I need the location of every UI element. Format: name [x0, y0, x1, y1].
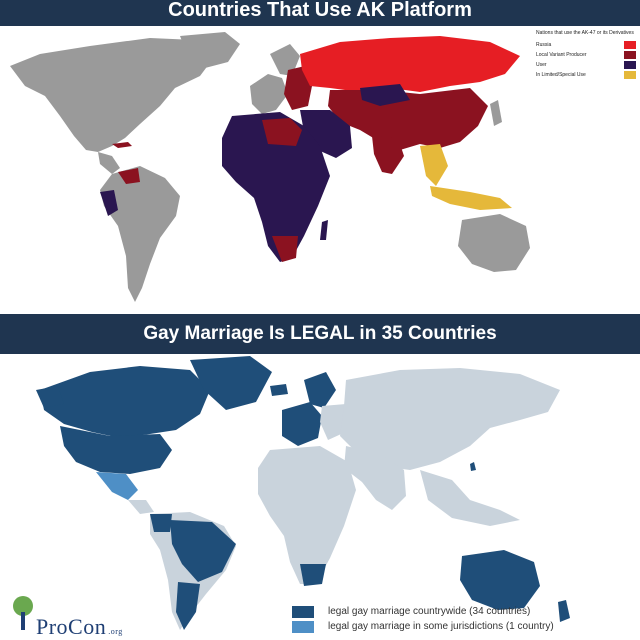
western-europe-shape [250, 74, 288, 114]
legend-label: Russia [536, 42, 552, 48]
peru-shape [100, 190, 118, 216]
central-america-shape [98, 152, 120, 174]
procon-logo: ProCon .org [6, 592, 166, 639]
gay-marriage-world-map [36, 356, 570, 630]
greenland-shape [180, 32, 240, 68]
north-america-shape [10, 38, 215, 152]
asia-producer-shape [328, 88, 488, 150]
middle-east-india-shape [344, 446, 406, 510]
japan-shape [490, 100, 502, 126]
western-europe-shape [282, 402, 322, 446]
madagascar-shape [320, 220, 328, 240]
legend-swatch-some-jurisdictions [292, 620, 314, 633]
legend-row-limited: In Limited/Special Use [536, 70, 636, 80]
usa-shape [60, 426, 172, 474]
australia-shape [458, 214, 530, 272]
legend-swatch-producer [624, 51, 636, 59]
australia-shape [460, 550, 540, 610]
scandinavia-shape [270, 44, 300, 76]
russia-asia-shape [340, 368, 560, 470]
legend-label: Local Variant Producer [536, 52, 587, 58]
legend-label: legal gay marriage countrywide (34 count… [328, 606, 531, 617]
africa-shape [258, 446, 356, 584]
north-africa-producer-shape [262, 118, 302, 146]
new-zealand-shape [558, 600, 570, 622]
se-asia-shape [420, 470, 520, 526]
canada-shape [40, 366, 210, 438]
legend-swatch-countrywide [292, 605, 314, 618]
legend-label: User [536, 62, 547, 68]
africa-shape [222, 112, 330, 262]
russia-shape [300, 36, 520, 92]
central-america-shape [128, 500, 154, 514]
gay-marriage-legend: legal gay marriage countrywide (34 count… [292, 604, 554, 634]
mexico-shape [96, 472, 138, 500]
se-asia-shape [420, 144, 448, 186]
ak-map-legend: Nations that use the AK-47 or its Deriva… [536, 30, 636, 80]
venezuela-shape [118, 168, 140, 184]
cuba-shape [112, 142, 132, 148]
legend-row-some-jurisdictions: legal gay marriage in some jurisdictions… [292, 619, 554, 634]
middle-east-shape [300, 110, 352, 158]
taiwan-shape [470, 462, 476, 471]
greenland-shape [190, 356, 272, 410]
legend-row-producer: Local Variant Producer [536, 50, 636, 60]
ak-platform-map-panel: Countries That Use AK Platform [0, 0, 640, 310]
legend-swatch-limited [624, 71, 636, 79]
legend-row-countrywide: legal gay marriage countrywide (34 count… [292, 604, 554, 619]
southern-cone-shape [176, 582, 200, 630]
legend-swatch-user [624, 61, 636, 69]
indonesia-shape [430, 186, 512, 210]
south-africa-shape [300, 564, 326, 586]
scandinavia-shape [304, 372, 336, 408]
legend-row-user: User [536, 60, 636, 70]
ak-world-map [10, 32, 530, 302]
alaska-shape [36, 386, 64, 408]
ak-map-title: Countries That Use AK Platform [0, 0, 640, 26]
legend-swatch-russia [624, 41, 636, 49]
eastern-europe-shape [284, 66, 312, 110]
legend-label: In Limited/Special Use [536, 72, 586, 78]
legend-label: legal gay marriage in some jurisdictions… [328, 621, 554, 632]
legend-row-russia: Russia [536, 40, 636, 50]
colombia-shape [150, 514, 172, 532]
south-america-shape [100, 166, 180, 302]
iceland-shape [270, 384, 288, 396]
south-africa-shape [272, 236, 298, 262]
mongolia-shape [360, 84, 410, 106]
legend-header: Nations that use the AK-47 or its Deriva… [536, 30, 634, 36]
tree-icon [13, 596, 33, 630]
brazil-shape [170, 520, 236, 582]
gay-marriage-map-title: Gay Marriage Is LEGAL in 35 Countries [0, 314, 640, 354]
procon-name: ProCon .org [36, 614, 123, 639]
india-shape [372, 136, 404, 174]
